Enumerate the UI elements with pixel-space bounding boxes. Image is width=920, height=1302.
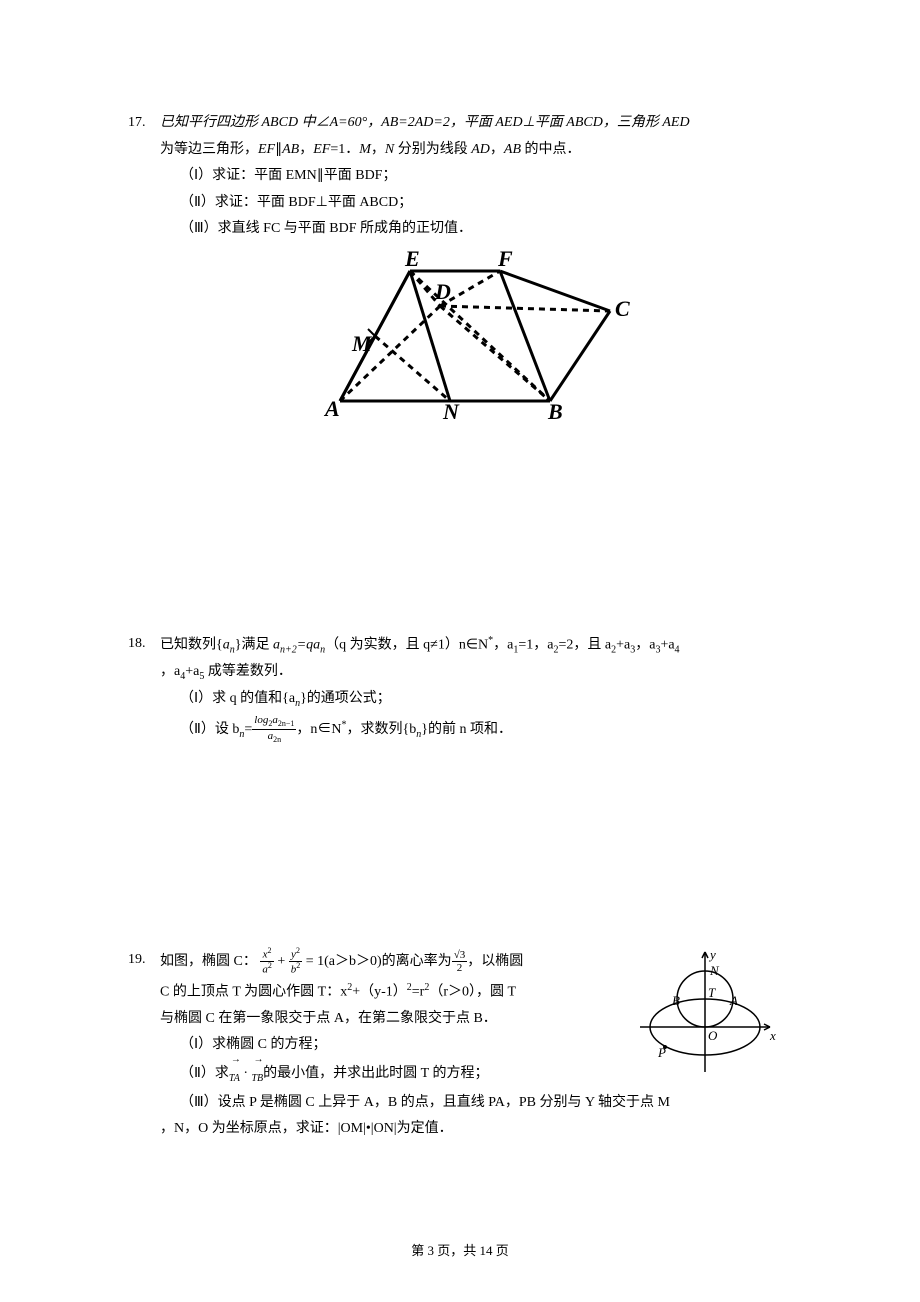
label-y: y: [708, 947, 716, 962]
stem-line-2: C 的上顶点 T 为圆心作圆 T：x2+（y-1）2=r2（r＞0），圆 T: [160, 978, 620, 1006]
stem-line-3: 与椭圆 C 在第一象限交于点 A，在第二象限交于点 B．: [160, 1006, 620, 1033]
part-1: （Ⅰ）求 q 的值和{an}的通项公式；: [160, 686, 780, 713]
problem-19: 19. 如图，椭圆 C： x2a2 + y2b2 = 1(a＞b＞0)的离心率为…: [160, 947, 780, 1143]
label-B: B: [547, 399, 563, 421]
stem-line-2: ，a4+a5 成等差数列．: [160, 659, 780, 686]
fraction-x2a2: x2a2: [260, 947, 274, 976]
label-N: N: [709, 963, 720, 978]
problem-body: 已知平行四边形 ABCD 中∠A=60°，AB=2AD=2，平面 AED⊥平面 …: [160, 110, 780, 421]
problem-body: 已知数列{an}满足 an+2=qan（q 为实数，且 q≠1）n∈N*，a1=…: [160, 631, 780, 747]
part-2: （Ⅱ）求→TA · →TB的最小值，并求出此时圆 T 的方程；: [160, 1059, 620, 1090]
fraction-y2b2: y2b2: [289, 947, 303, 976]
problem-number: 17.: [128, 110, 146, 135]
label-A: A: [323, 396, 340, 421]
problem-18: 18. 已知数列{an}满足 an+2=qan（q 为实数，且 q≠1）n∈N*…: [160, 631, 780, 747]
fraction: log2a2n−1a2n: [252, 714, 296, 745]
part-2: （Ⅱ）求证：平面 BDF⊥平面 ABCD；: [160, 190, 780, 217]
page-footer: 第 3 页，共 14 页: [0, 1239, 920, 1262]
part-2: （Ⅱ）设 bn=log2a2n−1a2n，n∈N*，求数列{bn}的前 n 项和…: [160, 713, 780, 747]
stem-line-1: 如图，椭圆 C： x2a2 + y2b2 = 1(a＞b＞0)的离心率为√32，…: [160, 947, 620, 978]
part-3-line-2: ，N，O 为坐标原点，求证：|OM|•|ON|为定值．: [160, 1116, 780, 1143]
label-N: N: [442, 399, 460, 421]
label-A: A: [729, 993, 738, 1008]
label-F: F: [497, 251, 513, 271]
fraction-sqrt3-2: √32: [452, 949, 468, 974]
part-3: （Ⅲ）求直线 FC 与平面 BDF 所成角的正切值．: [160, 216, 780, 243]
problem-body: 如图，椭圆 C： x2a2 + y2b2 = 1(a＞b＞0)的离心率为√32，…: [160, 947, 780, 1143]
label-B: B: [672, 993, 680, 1008]
label-M: M: [351, 331, 373, 356]
stem-line-2: 为等边三角形，EF∥AB，EF=1．M，N 分别为线段 AD，AB 的中点．: [160, 137, 780, 164]
label-x: x: [769, 1028, 776, 1043]
stem-line-1: 已知平行四边形 ABCD 中∠A=60°，AB=2AD=2，平面 AED⊥平面 …: [160, 110, 780, 137]
problem-number: 18.: [128, 631, 146, 656]
problem-17: 17. 已知平行四边形 ABCD 中∠A=60°，AB=2AD=2，平面 AED…: [160, 110, 780, 421]
label-O: O: [708, 1028, 718, 1043]
part-1: （Ⅰ）求证：平面 EMN∥平面 BDF；: [160, 163, 780, 190]
stem-line-1: 已知数列{an}满足 an+2=qan（q 为实数，且 q≠1）n∈N*，a1=…: [160, 631, 780, 659]
label-C: C: [615, 296, 630, 321]
label-D: D: [434, 279, 451, 304]
label-E: E: [404, 251, 420, 271]
problem-number: 19.: [128, 947, 146, 972]
part-1: （Ⅰ）求椭圆 C 的方程；: [160, 1032, 620, 1059]
label-T: T: [708, 985, 716, 1000]
figure-19: y N B T A O x P: [630, 947, 780, 1077]
figure-17: E F C D M A N B: [310, 251, 630, 421]
part-3-line-1: （Ⅲ）设点 P 是椭圆 C 上异于 A，B 的点，且直线 PA，PB 分别与 Y…: [160, 1090, 780, 1117]
